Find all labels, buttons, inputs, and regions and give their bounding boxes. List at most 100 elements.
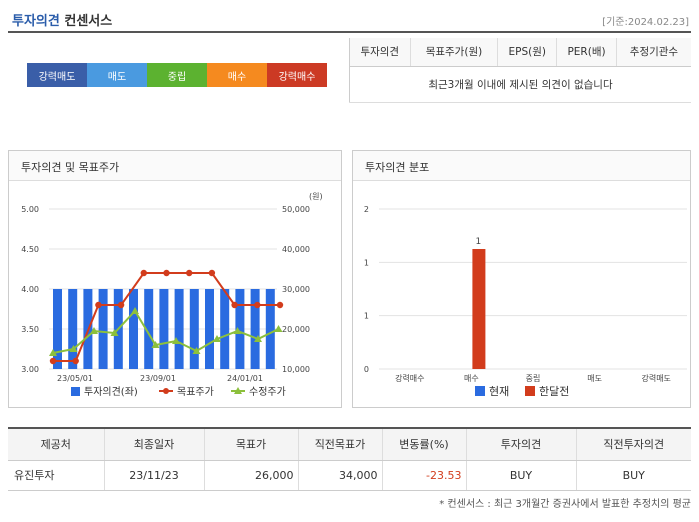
stock-price-point — [192, 347, 201, 354]
col-provider: 제공처 — [8, 428, 105, 461]
opinion-strong-buy: 강력매수 — [267, 63, 327, 87]
opinion-bar — [250, 289, 260, 369]
y-tick-label: 1 — [364, 258, 369, 267]
legend-label-target: 목표주가 — [177, 386, 214, 398]
opinion-buy: 매수 — [207, 63, 267, 87]
bar-month-ago — [472, 249, 486, 369]
consensus-table: 투자의견 목표주가(원) EPS(원) PER(배) 추정기관수 최근3개월 이… — [349, 38, 691, 103]
table-row: 유진투자 23/11/23 26,000 34,000 -23.53 BUY B… — [8, 460, 691, 491]
stock-price-point — [151, 341, 160, 348]
right-axis-unit: (원) — [309, 192, 323, 201]
stock-price-point — [69, 345, 78, 352]
target-price-point — [117, 301, 125, 309]
reference-date: [기준:2024.02.23] — [602, 17, 689, 28]
right-tick-label: 50,000 — [282, 205, 310, 214]
legend-swatch-month-ago — [525, 386, 535, 396]
target-price-point — [163, 269, 170, 277]
opinion-neutral: 중립 — [147, 63, 207, 87]
provider-table: 제공처 최종일자 목표가 직전목표가 변동률(%) 투자의견 직전투자의견 유진… — [8, 427, 691, 491]
stock-price-point — [172, 337, 180, 344]
legend-label-opinion: 투자의견(좌) — [84, 386, 138, 398]
opinion-distribution-panel: 투자의견 분포 2 1 1 0 강력매수 매수 1 중립 매도 강력매도 현재 한달전 — [352, 150, 691, 408]
cell-opinion: BUY — [466, 460, 577, 491]
opinion-bar — [98, 289, 108, 369]
opinion-bar — [159, 289, 169, 369]
panel-title-right: 투자의견 분포 — [353, 151, 690, 181]
col-target: 목표가 — [204, 428, 299, 461]
cell-date: 23/11/23 — [104, 460, 205, 491]
legend-label-price: 수정주가 — [249, 386, 286, 398]
x-tick-label: 강력매도 — [641, 373, 670, 383]
opinion-bar — [220, 289, 230, 369]
opinion-target-chart: 5.00 4.50 4.00 3.50 3.00 50,000 40,000 30,000 20… — [21, 192, 323, 398]
x-tick-label: 강력매수 — [395, 373, 424, 383]
opinion-bar — [144, 289, 154, 369]
stock-price-point — [131, 307, 139, 314]
col-institutions: 추정기관수 — [616, 38, 691, 67]
x-tick-label: 23/09/01 — [140, 374, 176, 383]
target-price-point — [231, 301, 238, 309]
empty-message: 최근3개월 이내에 제시된 의견이 없습니다 — [349, 66, 691, 103]
x-tick-label: 매도 — [587, 374, 602, 383]
target-price-point — [49, 357, 57, 365]
col-eps: EPS(원) — [497, 38, 558, 67]
header-divider — [8, 31, 691, 33]
target-price-point — [276, 301, 284, 309]
bar-data-label: 1 — [476, 237, 482, 247]
footnote: * 컨센서스 : 최근 3개월간 증권사에서 발표한 추정치의 평균 — [439, 499, 691, 510]
y-tick-label: 1 — [364, 312, 369, 321]
right-tick-label: 20,000 — [282, 325, 310, 334]
opinion-bar — [68, 289, 78, 369]
target-price-point — [208, 269, 216, 277]
legend-label-current: 현재 — [489, 385, 509, 398]
stock-price-point — [49, 349, 57, 356]
col-target-price: 목표주가(원) — [410, 38, 499, 67]
target-price-point — [186, 269, 193, 277]
title-part1: 투자의견 — [12, 14, 60, 29]
stock-price-point — [90, 327, 98, 334]
legend-swatch-opinion — [71, 387, 80, 396]
target-price-point — [140, 269, 147, 277]
col-last-date: 최종일자 — [104, 428, 205, 461]
x-tick-label: 중립 — [526, 374, 541, 383]
col-opinion: 투자의견 — [349, 38, 411, 67]
stock-price-point — [110, 329, 119, 336]
right-tick-label: 40,000 — [282, 245, 310, 254]
opinion-bar — [189, 289, 199, 369]
opinion-bar — [174, 289, 184, 369]
left-tick-label: 3.50 — [21, 325, 39, 334]
col-change-rate: 변동률(%) — [382, 428, 467, 461]
opinion-bar — [205, 289, 214, 369]
title-part2: 컨센서스 — [64, 14, 113, 29]
panel-title-left: 투자의견 및 목표주가 — [9, 151, 341, 181]
col-prev-target: 직전목표가 — [298, 428, 383, 461]
left-tick-label: 3.00 — [21, 365, 39, 374]
cell-prev-target: 34,000 — [298, 460, 383, 491]
opinion-bar — [265, 289, 275, 369]
legend-swatch-target — [163, 388, 169, 394]
stock-price-point — [274, 325, 283, 332]
left-tick-label: 4.00 — [21, 285, 39, 294]
legend-label-month-ago: 한달전 — [539, 385, 569, 398]
opinion-bar — [53, 289, 62, 369]
cell-change-rate: -23.53 — [382, 460, 467, 491]
left-tick-label: 4.50 — [21, 245, 39, 254]
y-tick-label: 2 — [364, 205, 369, 214]
opinion-bar — [235, 289, 245, 369]
stock-price-point — [213, 335, 221, 342]
x-tick-label: 23/05/01 — [57, 374, 93, 383]
col-prev-opinion: 직전투자의견 — [576, 428, 691, 461]
opinion-scale: 강력매도 매도 중립 매수 강력매수 — [27, 63, 327, 87]
opinion-target-panel: 투자의견 및 목표주가 5.00 4.50 4.00 3.50 3.00 50,000 40… — [8, 150, 342, 408]
cell-provider: 유진투자 — [8, 460, 105, 491]
left-tick-label: 5.00 — [21, 205, 39, 214]
legend-swatch-current — [475, 386, 485, 396]
x-tick-label: 24/01/01 — [227, 374, 263, 383]
col-opinion: 투자의견 — [466, 428, 577, 461]
cell-prev-opinion: BUY — [576, 460, 691, 491]
opinion-sell: 매도 — [87, 63, 147, 87]
legend-swatch-price — [234, 387, 242, 394]
cell-target: 26,000 — [204, 460, 299, 491]
opinion-strong-sell: 강력매도 — [27, 63, 87, 87]
right-tick-label: 30,000 — [282, 285, 310, 294]
